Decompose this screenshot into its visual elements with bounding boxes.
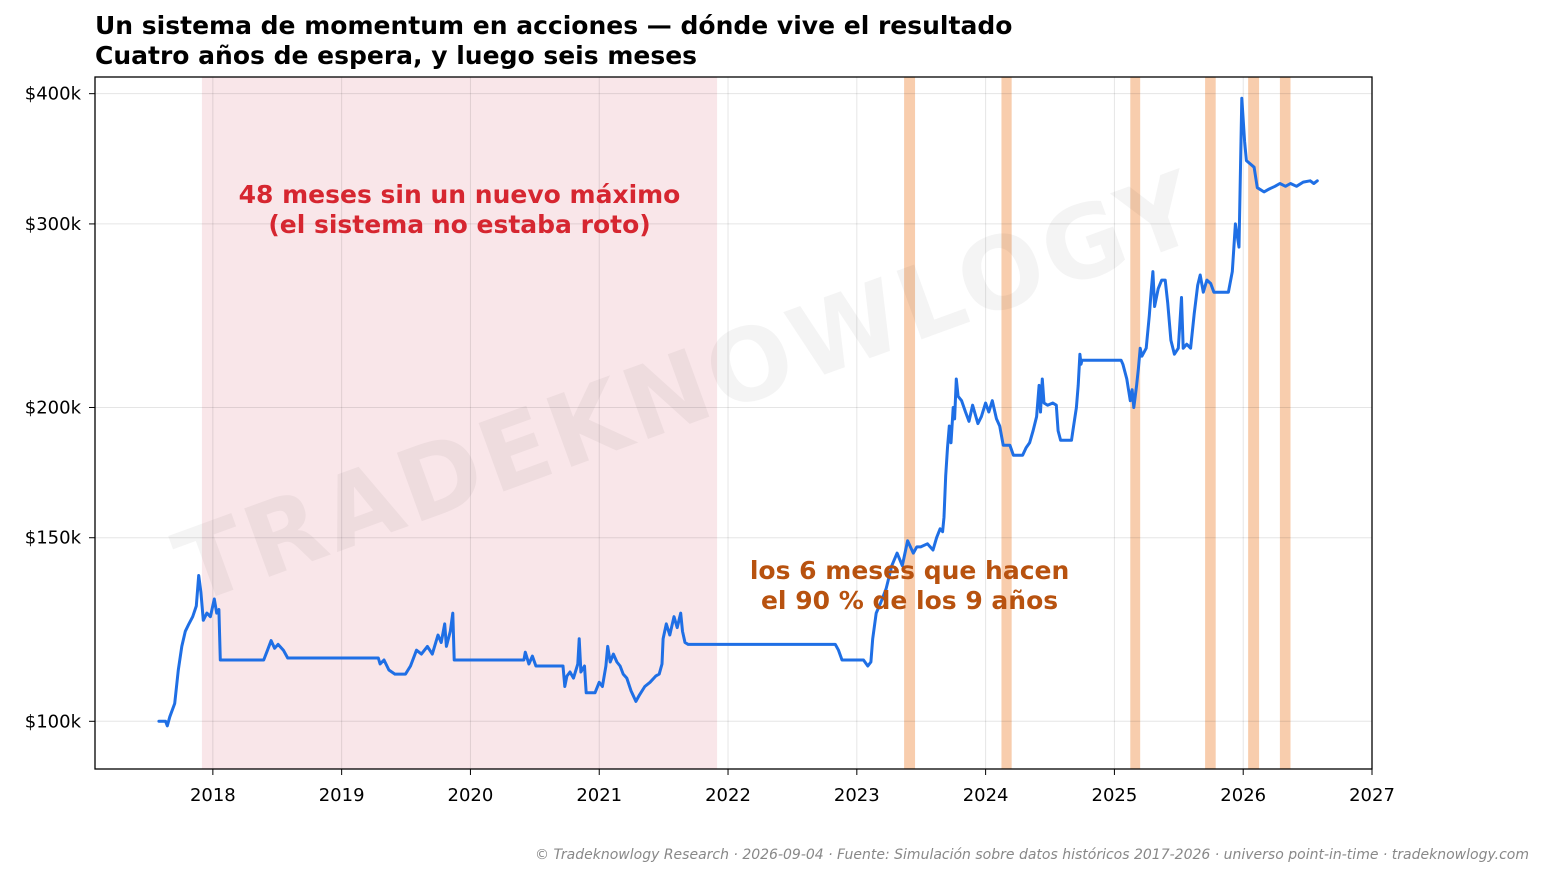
chart-subtitle: Cuatro años de espera, y luego seis mese…: [95, 41, 697, 70]
x-tick-label: 2027: [1349, 785, 1395, 806]
drawdown-period-shade: [201, 77, 718, 769]
y-tick-label: $150k: [25, 528, 82, 549]
x-tick-label: 2026: [1220, 785, 1266, 806]
x-tick-label: 2023: [834, 785, 880, 806]
y-tick-label: $300k: [25, 214, 82, 235]
annotation-drawdown-line-1: 48 meses sin un nuevo máximo: [239, 180, 681, 209]
ticks-layer: 2018 2019 2020 2021 2022 2023 2024 2025 2026 2027…: [25, 84, 1395, 806]
highlight-band: [1205, 77, 1216, 769]
y-tick-label: $100k: [25, 711, 82, 732]
y-tick-label: $400k: [25, 84, 82, 105]
highlight-band: [904, 77, 916, 769]
shade-layer: [201, 77, 1291, 769]
highlight-band: [1001, 77, 1012, 769]
grid-layer: [95, 77, 1373, 769]
series-layer: [157, 96, 1319, 728]
plot-frame: [94, 76, 1373, 770]
highlight-band: [1248, 77, 1260, 769]
annotation-payoff-line-2: el 90 % de los 9 años: [761, 586, 1058, 615]
x-tick-label: 2024: [963, 785, 1009, 806]
y-tick-label: $200k: [25, 397, 82, 418]
x-tick-label: 2018: [190, 785, 236, 806]
x-tick-label: 2019: [319, 785, 365, 806]
highlight-band: [1130, 77, 1141, 769]
chart-title: Un sistema de momentum en acciones — dón…: [95, 11, 1012, 40]
x-tick-label: 2025: [1092, 785, 1138, 806]
x-tick-label: 2021: [576, 785, 622, 806]
footer-credits: © Tradeknowlogy Research · 2026-09-04 · …: [535, 847, 1529, 863]
x-tick-label: 2020: [448, 785, 494, 806]
annotation-drawdown-line-2: (el sistema no estaba roto): [268, 210, 650, 239]
equity-curve-line: [157, 96, 1319, 728]
highlight-band: [1279, 77, 1291, 769]
x-tick-label: 2022: [705, 785, 751, 806]
annotation-payoff-line-1: los 6 meses que hacen: [750, 556, 1069, 585]
